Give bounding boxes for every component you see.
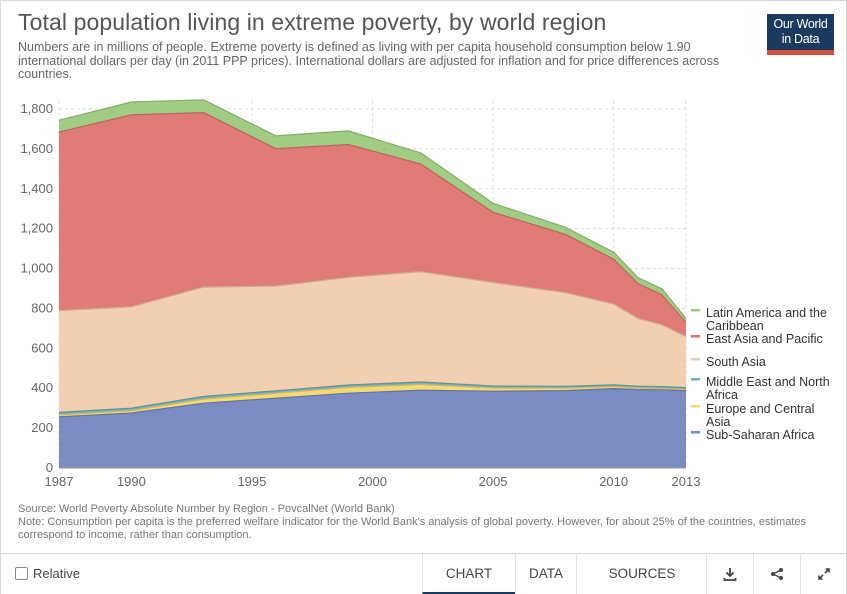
legend-item: Sub-Saharan Africa	[691, 428, 814, 442]
area-latin-america-and-the-caribbean	[59, 99, 686, 323]
y-tick-label: 600	[31, 340, 53, 355]
controls-bar: Relative CHART DATA SOURCES	[1, 553, 846, 594]
logo-line-1: Our World	[773, 17, 828, 31]
series-line	[58, 387, 687, 418]
expand-icon	[818, 568, 830, 580]
legend-item: South Asia	[691, 355, 766, 369]
relative-checkbox[interactable]	[15, 567, 28, 580]
legend-label: Europe and Central Asia	[706, 402, 814, 429]
relative-toggle[interactable]: Relative	[15, 566, 80, 581]
logo-accent-bar	[767, 50, 834, 55]
download-button[interactable]	[706, 554, 753, 594]
y-tick-label: 1,600	[20, 141, 53, 156]
tab-data[interactable]: DATA	[515, 554, 576, 594]
series-line	[58, 99, 687, 319]
x-tick-label: 2010	[599, 474, 628, 489]
legend-swatch	[691, 358, 700, 361]
legend-label: South Asia	[706, 355, 766, 369]
legend-item: Latin America and the Caribbean	[691, 306, 827, 333]
x-tick-label: 1990	[117, 474, 146, 489]
area-sub-saharan-africa	[59, 388, 686, 468]
note-text: Note: Consumption per capita is the pref…	[18, 516, 806, 541]
expand-button[interactable]	[800, 554, 847, 594]
series-line	[58, 383, 687, 416]
legend-swatch	[691, 309, 700, 312]
owid-logo[interactable]: Our World in Data	[767, 14, 834, 55]
logo-line-2: in Data	[781, 32, 820, 46]
y-tick-label: 800	[31, 300, 53, 315]
y-tick-label: 1,400	[20, 181, 53, 196]
tab-sources[interactable]: SOURCES	[576, 554, 707, 594]
area-east-asia-and-pacific	[59, 112, 686, 337]
series-line	[58, 111, 687, 323]
legend-swatch	[691, 405, 700, 408]
legend-label: Latin America and the Caribbean	[706, 306, 827, 333]
chart-subtitle: Numbers are in millions of people. Extre…	[18, 40, 720, 81]
source-text: Source: World Poverty Absolute Number by…	[18, 503, 395, 515]
y-tick-label: 0	[46, 460, 53, 475]
stacked-area-chart: 0 200 400 600 800 1,000 1,200 1,400 1,600 1,800 19…	[20, 99, 830, 489]
legend-swatch	[691, 378, 700, 381]
series-line	[58, 271, 687, 338]
legend-swatch	[691, 335, 700, 338]
x-tick-label: 1995	[237, 474, 266, 489]
legend-item: Middle East and North Africa	[691, 375, 830, 402]
area-south-asia	[59, 271, 686, 413]
legend-swatch	[691, 431, 700, 434]
chart-title: Total population living in extreme pover…	[18, 9, 607, 35]
x-tick-label: 1987	[45, 474, 74, 489]
legend-label: Sub-Saharan Africa	[706, 428, 814, 442]
x-tick-label: 2013	[672, 474, 701, 489]
x-tick-label: 2005	[479, 474, 508, 489]
legend-item: East Asia and Pacific	[691, 332, 823, 346]
relative-label: Relative	[33, 566, 80, 581]
y-tick-label: 1,000	[20, 261, 53, 276]
download-icon	[723, 568, 737, 581]
y-tick-label: 1,200	[20, 221, 53, 236]
x-tick-label: 2000	[358, 474, 387, 489]
y-tick-label: 200	[31, 420, 53, 435]
share-button[interactable]	[753, 554, 800, 594]
y-tick-label: 1,800	[20, 101, 53, 116]
y-tick-label: 400	[31, 380, 53, 395]
share-icon	[771, 568, 783, 580]
series-line	[58, 381, 687, 413]
legend-label: East Asia and Pacific	[706, 332, 823, 346]
legend-item: Europe and Central Asia	[691, 402, 814, 429]
legend-label: Middle East and North Africa	[706, 375, 830, 402]
tab-chart[interactable]: CHART	[422, 554, 515, 594]
